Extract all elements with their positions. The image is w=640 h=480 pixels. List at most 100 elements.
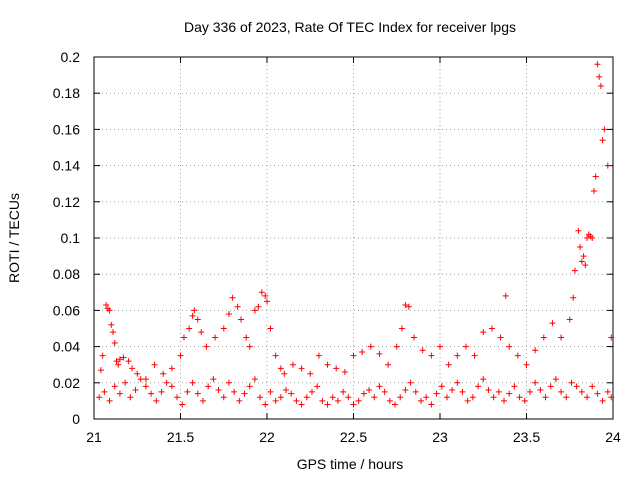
data-point xyxy=(604,388,611,395)
data-point xyxy=(526,388,533,395)
data-point xyxy=(174,394,181,401)
data-point xyxy=(433,390,440,397)
data-point xyxy=(445,361,452,368)
data-point xyxy=(298,401,305,408)
data-point xyxy=(168,365,175,372)
y-tick-label: 0.04 xyxy=(53,339,80,355)
data-point xyxy=(402,301,409,308)
data-point xyxy=(129,365,136,372)
y-tick-label: 0.1 xyxy=(61,230,81,246)
data-point xyxy=(142,376,149,383)
data-point xyxy=(246,383,253,390)
data-point xyxy=(97,367,104,374)
data-point xyxy=(428,401,435,408)
data-point xyxy=(580,253,587,260)
data-point xyxy=(345,394,352,401)
data-point xyxy=(272,352,279,359)
data-point xyxy=(521,397,528,404)
data-point xyxy=(601,126,608,133)
data-point xyxy=(264,298,270,305)
data-point xyxy=(566,316,573,323)
data-point xyxy=(205,383,212,390)
data-point xyxy=(597,82,604,89)
data-point xyxy=(199,397,206,404)
data-point xyxy=(604,162,611,169)
data-point xyxy=(191,307,198,314)
data-point xyxy=(319,397,326,404)
data-point xyxy=(511,383,518,390)
grid-lines xyxy=(94,57,613,419)
data-point xyxy=(179,401,186,408)
data-point xyxy=(376,350,383,357)
data-point xyxy=(225,379,232,386)
data-point xyxy=(212,334,219,341)
data-point xyxy=(229,294,236,301)
data-point xyxy=(103,301,110,308)
data-point xyxy=(360,390,367,397)
data-point xyxy=(122,379,129,386)
data-point xyxy=(272,397,279,404)
data-point xyxy=(523,361,530,368)
data-point xyxy=(153,397,160,404)
data-point xyxy=(506,390,513,397)
data-point xyxy=(381,388,388,395)
data-point xyxy=(220,394,227,401)
data-point xyxy=(405,303,412,310)
data-point xyxy=(151,361,158,368)
data-point xyxy=(506,343,513,350)
data-point xyxy=(589,383,596,390)
data-point xyxy=(495,388,502,395)
data-point xyxy=(210,376,217,383)
data-point xyxy=(459,388,466,395)
data-point xyxy=(578,258,585,265)
data-point xyxy=(443,394,450,401)
data-point xyxy=(329,394,336,401)
data-point xyxy=(334,397,341,404)
data-point xyxy=(419,347,426,354)
data-point xyxy=(502,292,509,299)
data-point xyxy=(571,267,578,274)
data-point xyxy=(308,388,315,395)
data-point xyxy=(590,187,597,194)
data-point xyxy=(215,387,222,394)
y-tick-label: 0.16 xyxy=(53,121,80,137)
y-tick-label: 0.12 xyxy=(53,194,80,210)
x-tick-label: 23.5 xyxy=(513,429,540,445)
y-tick-label: 0 xyxy=(72,411,80,427)
data-point xyxy=(277,394,284,401)
x-tick-label: 21.5 xyxy=(167,429,194,445)
data-point xyxy=(428,352,435,359)
data-point xyxy=(115,361,122,368)
data-point xyxy=(288,390,295,397)
data-point xyxy=(584,394,591,401)
data-point xyxy=(116,356,123,363)
data-point xyxy=(558,388,565,395)
data-point xyxy=(293,397,300,404)
data-point xyxy=(438,383,445,390)
data-point xyxy=(324,401,331,408)
data-point xyxy=(189,379,196,386)
data-point xyxy=(186,325,193,332)
data-point xyxy=(189,312,196,319)
data-point xyxy=(608,334,615,341)
data-point xyxy=(148,390,155,397)
data-point xyxy=(575,227,582,234)
data-point xyxy=(251,376,258,383)
y-tick-label: 0.08 xyxy=(53,266,80,282)
data-point xyxy=(371,394,378,401)
data-point xyxy=(393,343,400,350)
data-point xyxy=(258,289,265,296)
data-point xyxy=(96,394,103,401)
data-point xyxy=(540,334,547,341)
data-point xyxy=(158,388,165,395)
data-point xyxy=(236,397,243,404)
x-tick-label: 22.5 xyxy=(340,429,367,445)
data-point xyxy=(397,394,404,401)
data-point xyxy=(350,352,357,359)
data-point xyxy=(594,61,601,68)
axis-ticks: 21 21.5 22 22.5 23 23.5 24 0 0.02 0.04 0.06 0.08 0.1… xyxy=(53,49,621,445)
data-point xyxy=(454,352,461,359)
data-point xyxy=(194,316,201,323)
data-point xyxy=(324,361,331,368)
